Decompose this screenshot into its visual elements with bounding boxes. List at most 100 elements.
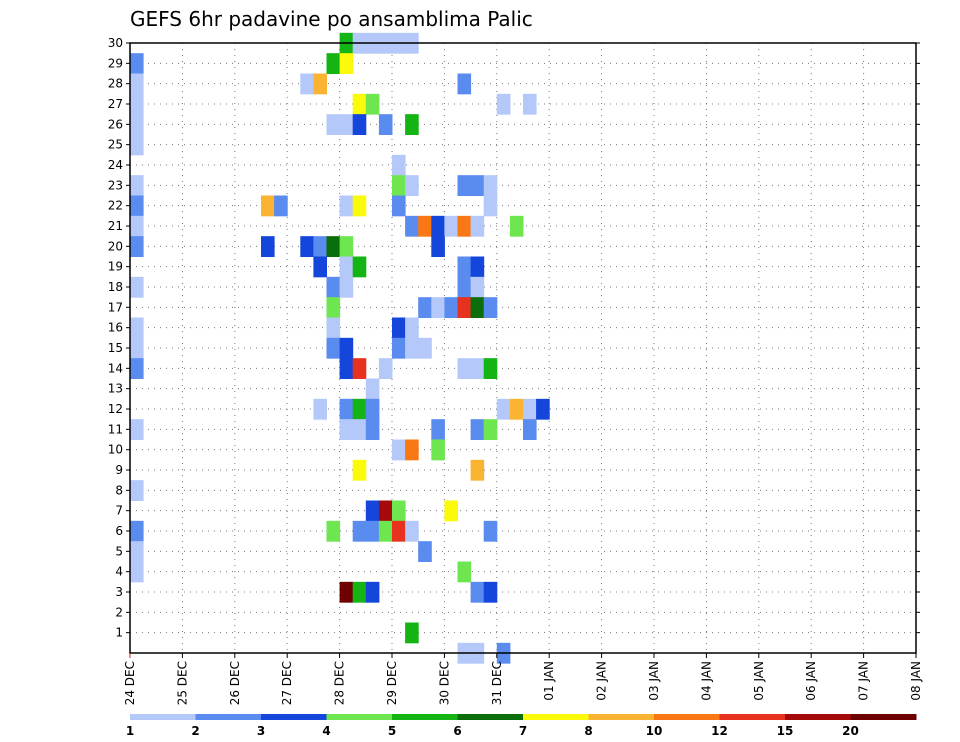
heatmap-cell: [365, 398, 380, 420]
heatmap-cell: [365, 581, 380, 603]
colorbar-swatch: [392, 714, 458, 720]
heatmap-cell: [470, 175, 485, 196]
heatmap-cell: [130, 358, 144, 379]
heatmap-cell: [339, 276, 354, 298]
y-tick-label: 6: [115, 524, 123, 538]
heatmap-cell: [431, 439, 445, 461]
heatmap-cell: [470, 419, 485, 440]
heatmap-cell: [483, 297, 498, 318]
heatmap-cell: [313, 236, 327, 257]
heatmap-cell: [130, 337, 144, 359]
y-axis: 1234567891011121314151617181920212223242…: [108, 36, 920, 640]
heatmap-cell: [405, 317, 419, 339]
heatmap-cell: [470, 297, 485, 318]
x-tick-label: 03 JAN: [647, 661, 661, 701]
y-tick-label: 25: [108, 138, 123, 152]
heatmap-cell: [352, 195, 367, 217]
heatmap-cell: [352, 459, 367, 481]
heatmap-cell: [470, 215, 485, 237]
plot-grid: [130, 43, 916, 653]
y-tick-label: 5: [115, 544, 123, 558]
colorbar-swatch: [130, 714, 196, 720]
plot-frame: [129, 42, 917, 654]
y-tick-label: 3: [115, 585, 123, 599]
y-tick-label: 28: [108, 77, 123, 91]
heatmap-cell: [431, 419, 445, 440]
heatmap-cell: [352, 93, 367, 115]
heatmap-cell: [431, 297, 445, 318]
y-tick-label: 14: [108, 361, 123, 375]
heatmap-cell: [392, 520, 406, 542]
colorbar-label: 20: [842, 724, 859, 738]
colorbar-swatch: [261, 714, 327, 720]
heatmap-cell: [326, 520, 341, 542]
heatmap-cell: [457, 297, 472, 318]
colorbar-swatch: [719, 714, 786, 720]
y-tick-label: 17: [108, 300, 123, 314]
heatmap-cell: [444, 500, 458, 522]
heatmap-cell: [444, 297, 458, 318]
heatmap-cell: [392, 439, 406, 461]
heatmap-cell: [130, 114, 144, 135]
heatmap-cell: [352, 358, 367, 379]
colorbar-swatch: [457, 714, 524, 720]
x-tick-label: 04 JAN: [699, 661, 713, 701]
heatmap-cell: [130, 53, 144, 74]
x-tick-label: 27 DEC: [280, 661, 294, 705]
y-tick-label: 20: [108, 239, 123, 253]
heatmap-cell: [392, 195, 406, 217]
y-tick-label: 26: [108, 117, 123, 131]
y-tick-label: 7: [115, 504, 123, 518]
heatmap-cell: [313, 256, 327, 278]
heatmap-cell: [496, 93, 511, 115]
heatmap-cell: [392, 154, 406, 176]
heatmap-cell: [352, 256, 367, 278]
x-tick-label: 28 DEC: [333, 661, 347, 705]
heatmap-cell: [130, 276, 144, 298]
colorbar-label: 1: [126, 724, 134, 738]
heatmap-cell: [300, 236, 314, 257]
colorbar-swatch: [195, 714, 262, 720]
heatmap-cell: [470, 276, 485, 298]
heatmap-cell: [405, 114, 419, 135]
colorbar-label: 5: [388, 724, 396, 738]
heatmap-cell: [418, 215, 432, 237]
heatmap-cell: [326, 236, 341, 257]
y-tick-label: 11: [108, 422, 123, 436]
heatmap-cell: [470, 459, 485, 481]
x-axis: 24 DEC 25 DEC 26 DEC 27 DEC 28 DEC 29 DEC 30 D…: [123, 653, 923, 705]
y-tick-label: 27: [108, 97, 123, 111]
colorbar-swatch: [654, 714, 720, 720]
heatmap-cell: [261, 195, 275, 217]
x-tick-label: 29 DEC: [385, 661, 399, 705]
heatmap-cell: [339, 53, 354, 74]
heatmap-cell: [130, 215, 144, 237]
x-tick-label: 25 DEC: [175, 661, 189, 705]
x-tick-label: 05 JAN: [752, 661, 766, 701]
colorbar-label: 3: [257, 724, 265, 738]
y-tick-label: 16: [108, 321, 123, 335]
heatmap-cell: [130, 236, 144, 257]
heatmap-cell: [130, 175, 144, 196]
heatmap-cell: [130, 561, 144, 583]
heatmap-cell: [352, 398, 367, 420]
heatmap-cell: [378, 358, 393, 379]
heatmap-cell: [352, 520, 367, 542]
heatmap-cell: [457, 276, 472, 298]
colorbar-swatch: [326, 714, 393, 720]
heatmap-cell: [392, 337, 406, 359]
colorbar-label: 8: [584, 724, 592, 738]
heatmap-cell: [523, 419, 537, 440]
heatmap-cell: [509, 215, 524, 237]
heatmap-cell: [365, 520, 380, 542]
heatmap-cell: [339, 256, 354, 278]
heatmap-cell: [339, 236, 354, 257]
heatmap-cell: [313, 73, 327, 95]
heatmap-cell: [523, 93, 537, 115]
heatmap-cell: [130, 134, 144, 156]
heatmap-cell: [483, 195, 498, 217]
heatmap-cell: [405, 337, 419, 359]
heatmap-cell: [339, 581, 354, 603]
heatmap-cell: [339, 337, 354, 359]
